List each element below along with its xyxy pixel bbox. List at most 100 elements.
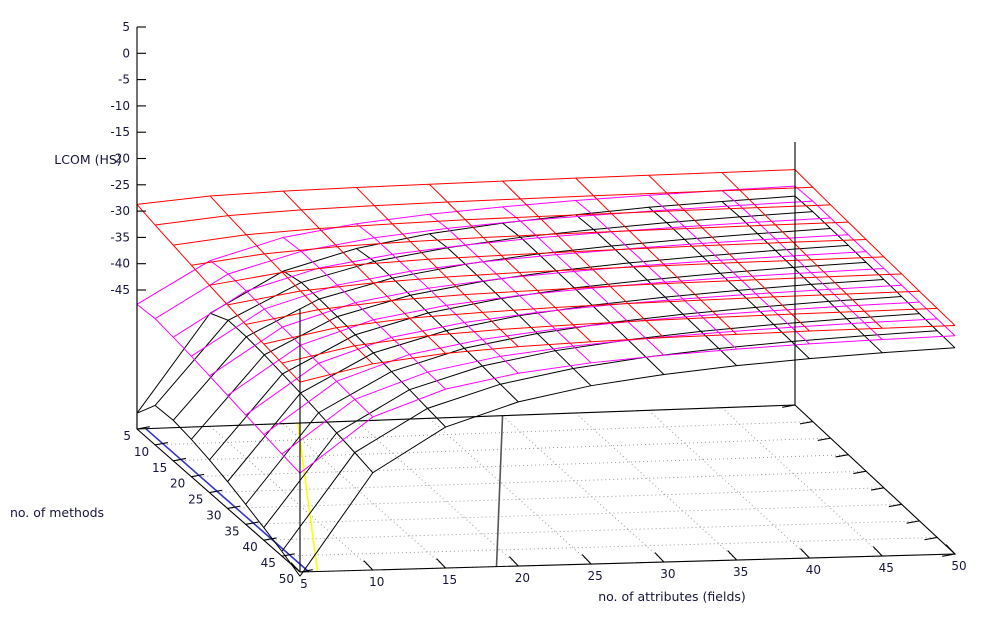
tick-y: [173, 457, 187, 462]
gridline-x: [575, 412, 738, 561]
y-tick-label: 15: [152, 461, 167, 475]
tick-y: [281, 553, 295, 557]
y-tick-label: 40: [242, 540, 257, 554]
mesh-row: [209, 239, 867, 286]
z-tick-label: -35: [110, 230, 130, 244]
tick-x: [363, 560, 374, 571]
mesh-col: [794, 169, 956, 326]
y-axis-title: no. of methods: [10, 505, 104, 520]
tick-x: [727, 550, 738, 561]
z-tick-label: 0: [122, 46, 130, 60]
base-plane-axes: [136, 404, 957, 573]
mesh-row: [136, 195, 796, 414]
x-axis-title: no. of attributes (fields): [598, 589, 746, 604]
mesh-col: [648, 174, 810, 332]
x-tick-label: 30: [660, 567, 675, 581]
y-tick-label: 20: [170, 477, 185, 491]
tick-y-right: [888, 503, 902, 508]
mesh-row: [154, 211, 813, 406]
tick-y: [263, 537, 277, 541]
mesh-row: [191, 221, 849, 266]
mesh-col: [648, 206, 810, 360]
tick-x: [436, 558, 446, 569]
gridline-y: [281, 536, 938, 557]
gridline-x: [502, 415, 665, 563]
mesh-row: [299, 347, 956, 577]
mesh-row: [263, 313, 920, 528]
mesh-row: [154, 200, 813, 320]
mesh-row: [191, 234, 849, 357]
mesh-row: [136, 185, 796, 305]
mesh-col: [429, 183, 592, 343]
mesh-col: [794, 185, 956, 337]
mesh-col: [355, 187, 519, 348]
tick-y: [191, 473, 205, 478]
x-tick-label: 15: [442, 573, 457, 587]
x-tick-label: 20: [515, 571, 530, 585]
mesh-col: [502, 222, 665, 375]
gridline-x: [355, 420, 519, 567]
tick-x: [800, 548, 810, 559]
x-tick-label: 5: [300, 577, 308, 591]
mesh-col: [209, 260, 374, 418]
y-tick-label: 35: [224, 524, 239, 538]
tick-labels-and-titles: 50-5-10-15-20-25-30-35-40-45510152025303…: [110, 20, 966, 591]
mesh-col: [721, 190, 883, 340]
tick-y: [227, 505, 241, 509]
mesh-col: [575, 177, 738, 335]
tick-y-right: [853, 470, 867, 475]
gray-base-contour: [495, 415, 504, 567]
mesh-row: [299, 324, 956, 383]
tick-y: [245, 521, 259, 525]
mesh-col: [575, 200, 738, 350]
mesh-row: [245, 273, 902, 325]
tick-y-right: [924, 536, 938, 541]
y-tick-label: 45: [261, 556, 276, 570]
gridline-y: [191, 454, 849, 478]
mesh-col: [429, 213, 592, 364]
tick-x: [290, 562, 301, 573]
mesh-row: [209, 261, 867, 461]
z-tick-label: -40: [110, 257, 130, 271]
gridline-x: [209, 425, 374, 571]
mesh-row: [227, 267, 884, 396]
mesh-row: [263, 301, 920, 435]
mesh-col: [282, 237, 446, 390]
z-tick-label: -20: [110, 152, 130, 166]
yellow-base-contour: [297, 423, 319, 572]
tick-y-right: [942, 553, 956, 557]
tick-x: [872, 546, 883, 557]
z-tick-label: -45: [110, 283, 130, 297]
base-plane-contour-lines: [145, 415, 504, 573]
tick-y-right: [817, 437, 831, 441]
y-tick-label: 25: [188, 493, 203, 507]
gridline-y: [155, 421, 813, 446]
mesh-row: [281, 330, 938, 552]
mesh-row: [281, 318, 938, 455]
x-tick-label: 45: [879, 561, 894, 575]
gridline-y: [209, 470, 867, 494]
tick-y-right: [835, 454, 849, 458]
tick-y: [209, 489, 223, 494]
mesh-col: [721, 172, 883, 329]
mesh-row: [173, 204, 831, 246]
mesh-col: [282, 190, 446, 354]
z-tick-label: -10: [110, 99, 130, 113]
mesh-col: [502, 180, 665, 339]
gridline-y: [227, 487, 884, 509]
mesh-col: [721, 201, 883, 354]
mesh-middle-surface: [136, 185, 956, 474]
y-tick-label: 50: [279, 572, 294, 586]
x-tick-label: 10: [369, 575, 384, 589]
z-axis-title: LCOM (HS): [54, 152, 121, 167]
tick-y: [299, 569, 313, 573]
mesh-col: [209, 195, 374, 365]
mesh-row: [155, 186, 813, 226]
tick-y: [136, 426, 150, 430]
mesh-col: [356, 248, 519, 403]
x-tick-label: 25: [587, 569, 602, 583]
mesh-col: [502, 206, 665, 356]
mesh-row: [227, 256, 884, 306]
